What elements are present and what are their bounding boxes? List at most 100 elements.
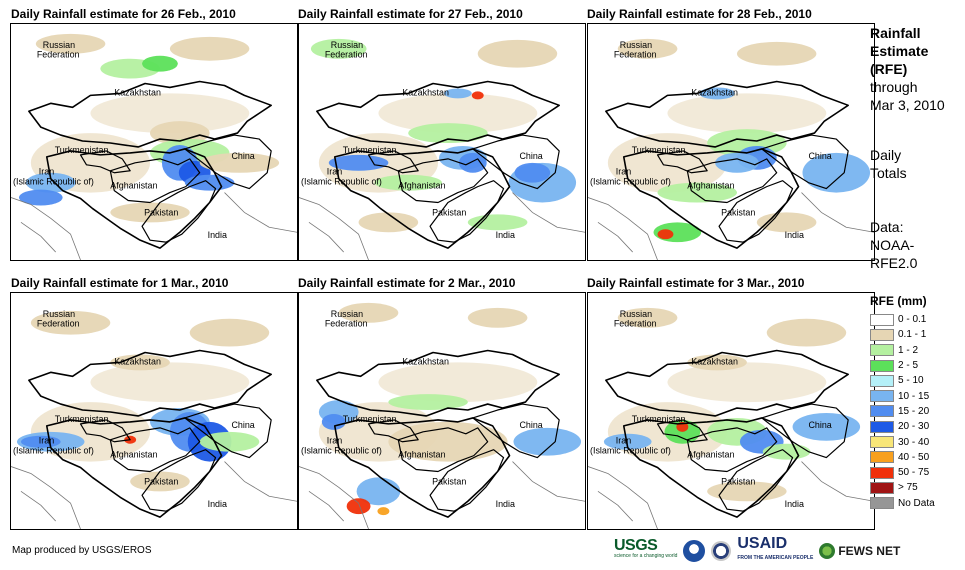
country-border bbox=[718, 180, 794, 243]
legend-row: 2 - 5 bbox=[870, 358, 935, 373]
side-data-source: Data: NOAA- RFE2.0 bbox=[870, 218, 917, 272]
country-border bbox=[622, 148, 800, 249]
rainfall-patch bbox=[762, 443, 811, 460]
map-label-pakistan: Pakistan bbox=[144, 207, 178, 217]
legend-label: 15 - 20 bbox=[898, 405, 930, 417]
side-title-line-3: (RFE) bbox=[870, 61, 908, 77]
rainfall-patch bbox=[90, 362, 250, 403]
legend-label: 1 - 2 bbox=[898, 344, 919, 356]
country-border bbox=[28, 349, 272, 417]
country-border bbox=[656, 419, 708, 443]
country-border bbox=[333, 417, 511, 518]
rainfall-patch bbox=[90, 93, 250, 134]
map-label-kazakhstan: Kazakhstan bbox=[691, 87, 738, 97]
legend-swatch bbox=[870, 420, 894, 433]
noaa-logo-icon bbox=[683, 540, 706, 562]
legend-row: 0.1 - 1 bbox=[870, 327, 935, 342]
map-label-russia-2: Federation bbox=[325, 319, 368, 329]
region-borders bbox=[316, 349, 560, 518]
rainfall-patch bbox=[189, 318, 270, 347]
rainfall-patch bbox=[130, 471, 190, 492]
country-border bbox=[472, 403, 560, 459]
panel-title-4: Daily Rainfall estimate for 1 Mar., 2010 bbox=[11, 276, 229, 290]
country-border bbox=[141, 449, 217, 512]
legend-row: 10 - 15 bbox=[870, 388, 935, 403]
country-border bbox=[801, 192, 874, 233]
map-label-iran-2: (Islamic Republic of) bbox=[301, 446, 382, 456]
legend-label: > 75 bbox=[898, 482, 918, 494]
country-border bbox=[45, 148, 223, 249]
rainfall-patch bbox=[199, 152, 280, 173]
legend-swatch bbox=[870, 497, 894, 510]
dhs-seal-icon bbox=[711, 541, 732, 561]
outer-borders bbox=[299, 461, 585, 529]
country-border bbox=[761, 134, 849, 190]
map-panel-3: Russian Federation Kazakhstan Turkmenistan I… bbox=[587, 23, 875, 261]
map-label-india: India bbox=[496, 230, 515, 240]
country-border bbox=[656, 150, 708, 174]
map-label-china: China bbox=[808, 151, 831, 161]
logo-strip: USGS science for a changing world USAID … bbox=[614, 536, 900, 564]
legend-label: 0 - 0.1 bbox=[898, 314, 927, 326]
legend-swatch bbox=[870, 466, 894, 479]
legend-label: 10 - 15 bbox=[898, 390, 930, 402]
rainfall-patch bbox=[617, 38, 678, 59]
map-label-russia-1: Russian bbox=[620, 309, 652, 319]
legend-swatch bbox=[870, 359, 894, 372]
legend-swatch bbox=[870, 328, 894, 341]
rainfall-patch bbox=[30, 310, 111, 335]
country-border bbox=[79, 419, 131, 443]
map-label-pakistan: Pakistan bbox=[721, 476, 755, 486]
map-label-russia-2: Federation bbox=[614, 319, 657, 329]
side-title: Rainfall Estimate (RFE) through Mar 3, 2… bbox=[870, 24, 945, 114]
map-label-iran-2: (Islamic Republic of) bbox=[13, 177, 94, 187]
rainfall-patch bbox=[388, 394, 468, 411]
legend-row: 50 - 75 bbox=[870, 465, 935, 480]
legend-label: 20 - 30 bbox=[898, 421, 930, 433]
map-label-kazakhstan: Kazakhstan bbox=[402, 87, 449, 97]
rainfall-layer bbox=[310, 38, 577, 233]
legend-row: 0 - 0.1 bbox=[870, 312, 935, 327]
map-label-kazakhstan: Kazakhstan bbox=[114, 356, 161, 366]
side-totals: Totals bbox=[870, 165, 907, 181]
side-data-label: Data: bbox=[870, 219, 904, 235]
rainfall-patch bbox=[603, 433, 652, 450]
country-border bbox=[28, 80, 272, 148]
map-label-russia-1: Russian bbox=[620, 40, 652, 50]
side-source-2: RFE2.0 bbox=[870, 255, 918, 271]
country-border bbox=[597, 221, 633, 253]
map-label-russia-2: Federation bbox=[614, 50, 657, 60]
map-label-russia-1: Russian bbox=[331, 309, 363, 319]
country-border bbox=[20, 221, 56, 253]
country-border bbox=[308, 221, 344, 253]
country-border bbox=[79, 150, 131, 174]
rainfall-patch bbox=[667, 362, 827, 403]
country-border bbox=[512, 192, 585, 233]
legend-swatch bbox=[870, 344, 894, 357]
country-border bbox=[605, 349, 849, 417]
country-border bbox=[761, 403, 849, 459]
rainfall-patch bbox=[110, 354, 170, 371]
rainfall-patch bbox=[467, 307, 528, 328]
map-label-afghanistan: Afghanistan bbox=[398, 450, 445, 460]
rainfall-patch bbox=[664, 419, 701, 444]
legend: 0 - 0.1 0.1 - 1 1 - 2 2 - 5 5 - 10 10 - 15 15 … bbox=[870, 312, 935, 511]
rainfall-layer bbox=[603, 307, 861, 502]
map-label-kazakhstan: Kazakhstan bbox=[402, 356, 449, 366]
map-label-afghanistan: Afghanistan bbox=[398, 181, 445, 191]
country-border bbox=[397, 158, 489, 204]
map-label-russia-1: Russian bbox=[43, 309, 75, 319]
map-label-russia-1: Russian bbox=[331, 40, 363, 50]
country-border bbox=[224, 192, 297, 233]
country-border bbox=[20, 490, 56, 522]
legend-swatch bbox=[870, 374, 894, 387]
map-label-china: China bbox=[231, 420, 254, 430]
rainfall-patch bbox=[477, 39, 558, 68]
map-label-iran-2: (Islamic Republic of) bbox=[590, 177, 671, 187]
outer-borders bbox=[588, 192, 874, 260]
usgs-logo-text: USGS bbox=[614, 537, 658, 554]
map-label-india: India bbox=[785, 230, 804, 240]
